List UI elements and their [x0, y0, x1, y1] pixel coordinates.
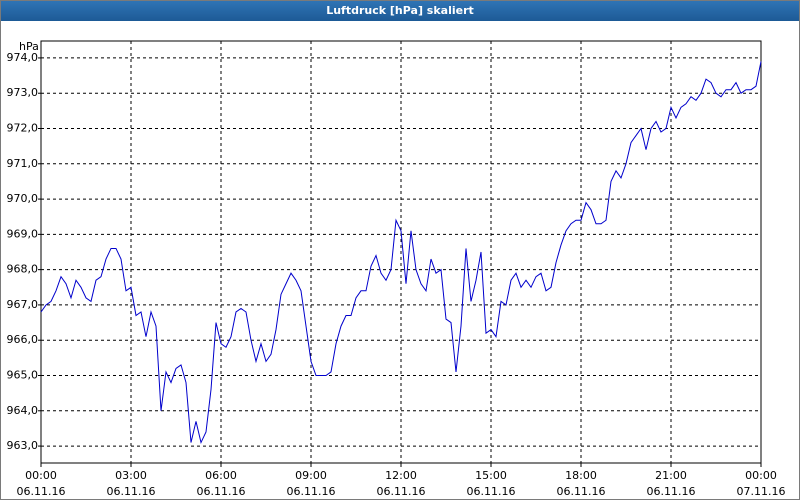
x-tick-label: 18:00 — [565, 469, 597, 482]
y-tick-label: 963,0 — [7, 439, 39, 452]
x-tick-date: 06.11.16 — [17, 485, 66, 498]
x-tick-date: 06.11.16 — [467, 485, 516, 498]
y-tick-label: 973,0 — [7, 86, 39, 99]
plot-frame — [40, 40, 762, 464]
pressure-line — [40, 61, 762, 445]
x-tick-date: 06.11.16 — [377, 485, 426, 498]
x-tick-date: 06.11.16 — [107, 485, 156, 498]
x-tick-date: 06.11.16 — [647, 485, 696, 498]
x-tick-date: 06.11.16 — [287, 485, 336, 498]
x-tick-label: 21:00 — [655, 469, 687, 482]
y-tick-label: 969,0 — [7, 227, 39, 240]
x-tick-label: 15:00 — [475, 469, 507, 482]
x-tick-label: 06:00 — [205, 469, 237, 482]
x-tick-date: 06.11.16 — [557, 485, 606, 498]
y-tick-label: 970,0 — [7, 192, 39, 205]
x-tick-label: 12:00 — [385, 469, 417, 482]
y-tick-label: 974,0 — [7, 51, 39, 64]
x-tick-label: 00:00 — [745, 469, 777, 482]
y-tick-label: 971,0 — [7, 157, 39, 170]
y-tick-label: 964,0 — [7, 404, 39, 417]
chart: hPa 963,0 964,0 965,0 966,0 967,0 968,0 969,0 9… — [7, 40, 786, 498]
x-tick-date: 06.11.16 — [197, 485, 246, 498]
x-tick-label: 03:00 — [115, 469, 147, 482]
y-tick-label: 967,0 — [7, 298, 39, 311]
title-bar: Luftdruck [hPa] skaliert — [1, 1, 799, 21]
x-tick-date: 07.11.16 — [737, 485, 786, 498]
x-tick-label: 09:00 — [295, 469, 327, 482]
y-tick-label: 972,0 — [7, 122, 39, 135]
y-tick-label: 966,0 — [7, 333, 39, 346]
y-axis-unit: hPa — [19, 40, 39, 53]
y-tick-label: 965,0 — [7, 368, 39, 381]
y-tick-label: 968,0 — [7, 263, 39, 276]
x-tick-label: 00:00 — [25, 469, 57, 482]
